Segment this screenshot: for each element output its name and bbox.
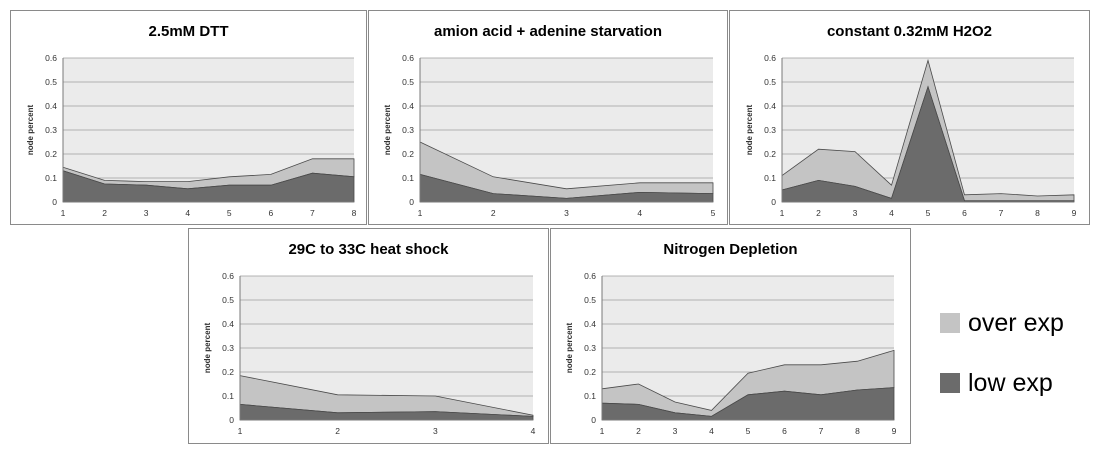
- y-tick-label: 0.1: [402, 173, 414, 183]
- y-tick-label: 0.1: [584, 391, 596, 401]
- x-tick-label: 5: [926, 208, 931, 218]
- x-tick-label: 1: [600, 426, 605, 436]
- x-tick-label: 3: [564, 208, 569, 218]
- legend-item-low-exp: low exp: [940, 368, 1100, 398]
- y-axis-label: node percent: [565, 323, 574, 374]
- chart-panel-amino-acid-starvation: amion acid + adenine starvation 0 0.1 0.2 0…: [368, 10, 728, 225]
- x-tick-label: 9: [892, 426, 897, 436]
- chart-title: 2.5mM DTT: [148, 23, 229, 40]
- chart-plot: 0 0.1 0.2 0.3 0.4 0.5 0.6 1 2 3 4 5 6 7 8 9 node percent: [565, 271, 897, 436]
- x-tick-label: 2: [636, 426, 641, 436]
- y-tick-label: 0: [52, 197, 57, 207]
- y-tick-label: 0.2: [402, 149, 414, 159]
- y-tick-label: 0.2: [45, 149, 57, 159]
- x-tick-label: 6: [782, 426, 787, 436]
- y-tick-label: 0.4: [402, 101, 414, 111]
- x-tick-label: 1: [61, 208, 66, 218]
- y-tick-label: 0.1: [764, 173, 776, 183]
- y-tick-label: 0: [591, 415, 596, 425]
- y-tick-label: 0.2: [764, 149, 776, 159]
- x-tick-label: 5: [746, 426, 751, 436]
- x-tick-label: 6: [268, 208, 273, 218]
- x-tick-label: 4: [889, 208, 894, 218]
- x-tick-label: 4: [637, 208, 642, 218]
- chart-panel-dtt: 2.5mM DTT 0 0.1 0.2 0.3 0.4 0.5 0.6 1 2 3 4 5 6 7 8 nod…: [10, 10, 367, 225]
- y-tick-label: 0.3: [584, 343, 596, 353]
- y-tick-label: 0.2: [584, 367, 596, 377]
- legend-label: low exp: [968, 368, 1053, 397]
- y-tick-label: 0.1: [45, 173, 57, 183]
- x-tick-label: 8: [1035, 208, 1040, 218]
- x-tick-label: 1: [418, 208, 423, 218]
- y-tick-label: 0.6: [764, 53, 776, 63]
- y-tick-label: 0.6: [222, 271, 234, 281]
- x-tick-label: 3: [433, 426, 438, 436]
- x-tick-label: 2: [816, 208, 821, 218]
- chart-panel-nitrogen-depletion: Nitrogen Depletion 0 0.1 0.2 0.3 0.4 0.5 0.6 1 2…: [550, 228, 911, 444]
- y-tick-label: 0.6: [402, 53, 414, 63]
- y-axis-label: node percent: [383, 105, 392, 156]
- x-tick-label: 3: [673, 426, 678, 436]
- y-tick-label: 0.4: [584, 319, 596, 329]
- y-axis-label: node percent: [745, 105, 754, 156]
- y-axis-label: node percent: [26, 105, 35, 156]
- x-tick-label: 2: [335, 426, 340, 436]
- x-tick-label: 4: [709, 426, 714, 436]
- legend-swatch-over-exp: [940, 313, 960, 333]
- chart-plot: 0 0.1 0.2 0.3 0.4 0.5 0.6 1 2 3 4 5 node percent: [383, 53, 716, 218]
- chart-panel-heat-shock: 29C to 33C heat shock 0 0.1 0.2 0.3 0.4 0.5 0.…: [188, 228, 549, 444]
- x-tick-label: 2: [491, 208, 496, 218]
- chart-plot: 0 0.1 0.2 0.3 0.4 0.5 0.6 1 2 3 4 node percent: [203, 271, 536, 436]
- x-tick-label: 4: [185, 208, 190, 218]
- chart-plot: 0 0.1 0.2 0.3 0.4 0.5 0.6 1 2 3 4 5 6 7 8 9 node percent: [745, 53, 1077, 218]
- y-tick-label: 0.5: [45, 77, 57, 87]
- x-tick-label: 8: [352, 208, 357, 218]
- chart-title: 29C to 33C heat shock: [288, 241, 449, 258]
- y-tick-label: 0.5: [764, 77, 776, 87]
- x-tick-label: 3: [144, 208, 149, 218]
- x-tick-label: 7: [999, 208, 1004, 218]
- y-tick-label: 0.4: [45, 101, 57, 111]
- chart-title: amion acid + adenine starvation: [434, 23, 662, 40]
- y-tick-label: 0.3: [45, 125, 57, 135]
- chart-title: constant 0.32mM H2O2: [826, 23, 993, 40]
- y-tick-label: 0.3: [402, 125, 414, 135]
- legend: over exp low exp: [940, 308, 1100, 428]
- x-tick-label: 1: [780, 208, 785, 218]
- x-tick-label: 7: [819, 426, 824, 436]
- y-tick-label: 0: [771, 197, 776, 207]
- legend-item-over-exp: over exp: [940, 308, 1100, 338]
- chart-panel-h2o2: constant 0.32mM H2O2 0 0.1 0.2 0.3 0.4 0.5 0.6…: [729, 10, 1090, 225]
- y-tick-label: 0.4: [764, 101, 776, 111]
- x-tick-label: 4: [531, 426, 536, 436]
- y-tick-label: 0.5: [584, 295, 596, 305]
- y-tick-label: 0.4: [222, 319, 234, 329]
- y-tick-label: 0.5: [222, 295, 234, 305]
- x-tick-label: 6: [962, 208, 967, 218]
- y-tick-label: 0: [409, 197, 414, 207]
- y-axis-label: node percent: [203, 323, 212, 374]
- legend-swatch-low-exp: [940, 373, 960, 393]
- y-tick-label: 0.5: [402, 77, 414, 87]
- chart-title: Nitrogen Depletion: [663, 241, 798, 258]
- y-tick-label: 0.3: [764, 125, 776, 135]
- x-tick-label: 9: [1072, 208, 1077, 218]
- y-tick-label: 0.6: [45, 53, 57, 63]
- x-tick-label: 3: [853, 208, 858, 218]
- x-tick-label: 5: [711, 208, 716, 218]
- y-tick-label: 0.2: [222, 367, 234, 377]
- y-tick-label: 0: [229, 415, 234, 425]
- x-tick-label: 7: [310, 208, 315, 218]
- y-tick-label: 0.6: [584, 271, 596, 281]
- x-tick-label: 1: [238, 426, 243, 436]
- y-tick-label: 0.1: [222, 391, 234, 401]
- y-tick-label: 0.3: [222, 343, 234, 353]
- x-tick-label: 5: [227, 208, 232, 218]
- legend-label: over exp: [968, 308, 1064, 337]
- chart-plot: 0 0.1 0.2 0.3 0.4 0.5 0.6 1 2 3 4 5 6 7 8 node percent: [26, 53, 357, 218]
- x-tick-label: 8: [855, 426, 860, 436]
- x-tick-label: 2: [102, 208, 107, 218]
